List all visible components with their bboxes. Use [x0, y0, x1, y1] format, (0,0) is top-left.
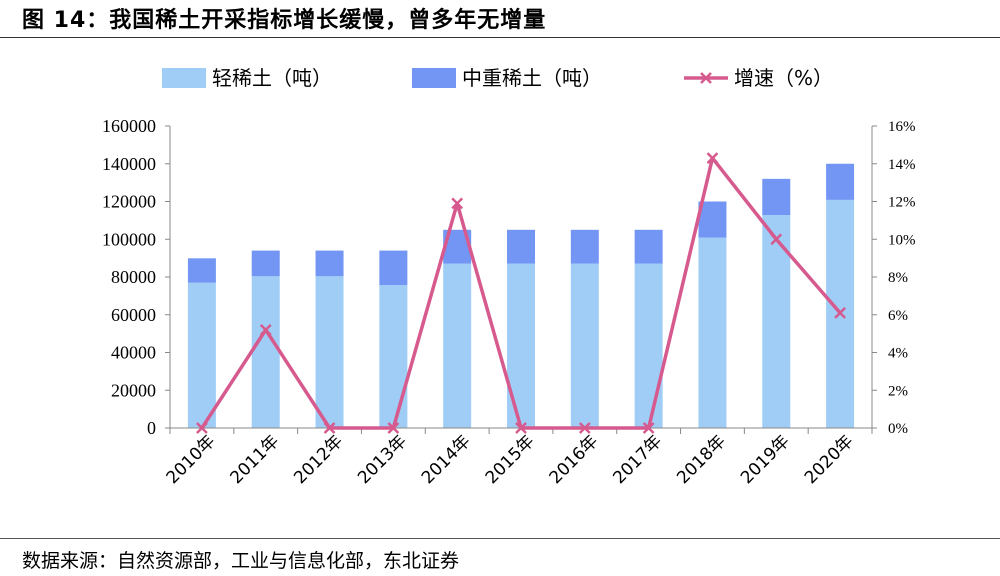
legend-swatch-heavy — [412, 68, 456, 88]
growth-marker-stroke-b — [196, 422, 208, 434]
y-tick-label-0: 0 — [147, 418, 156, 438]
legend-marker-growth-b — [700, 72, 712, 84]
bar-light-1 — [251, 276, 280, 428]
x-tick-label-4: 2014年 — [418, 431, 475, 488]
growth-marker-stroke-b — [259, 323, 272, 336]
bar-heavy-5 — [507, 229, 535, 264]
bar-heavy-7 — [634, 229, 663, 264]
growth-marker-3 — [387, 422, 400, 434]
x-tick-label-8: 2018年 — [673, 431, 730, 488]
bar-heavy-2 — [315, 250, 344, 277]
y-tick-label-2: 40000 — [111, 343, 156, 363]
growth-marker-stroke-b — [642, 422, 655, 434]
page-title: 图 14：我国稀土开采指标增长缓慢，曾多年无增量 — [22, 8, 547, 33]
legend-label-heavy: 中重稀土（吨） — [462, 66, 602, 90]
growth-marker-stroke-b — [323, 422, 336, 434]
legend-label-growth: 增速（%） — [734, 66, 833, 90]
x-tick-label-3: 2013年 — [354, 431, 411, 488]
bar-light-8 — [698, 237, 727, 428]
bar-light-7 — [634, 263, 663, 428]
y-tick-label-4: 80000 — [111, 267, 156, 287]
source-note: 数据来源：自然资源部，工业与信息化部，东北证券 — [22, 550, 460, 572]
bar-heavy-6 — [570, 229, 599, 264]
bar-heavy-0 — [187, 258, 216, 283]
y2-tick-label-2: 4% — [888, 346, 908, 362]
y2-tick-label-8: 16% — [888, 119, 916, 135]
bar-heavy-8 — [698, 201, 727, 238]
growth-marker-stroke-b — [515, 422, 527, 434]
bar-light-0 — [187, 282, 216, 428]
growth-marker-9 — [770, 233, 783, 246]
x-tick-label-6: 2016年 — [546, 431, 603, 488]
bar-light-6 — [570, 263, 599, 428]
y-tick-label-7: 140000 — [102, 154, 156, 174]
title-divider — [0, 37, 1000, 38]
bar-light-2 — [315, 276, 344, 428]
x-tick-label-9: 2019年 — [737, 431, 794, 488]
y2-tick-label-0: 0% — [888, 421, 908, 437]
growth-marker-stroke-b — [387, 422, 400, 434]
growth-marker-stroke-b — [834, 306, 846, 319]
growth-marker-0 — [196, 422, 208, 434]
y2-tick-label-1: 2% — [888, 383, 908, 399]
bar-light-5 — [507, 263, 535, 428]
x-tick-label-10: 2020年 — [801, 431, 858, 488]
x-tick-label-5: 2015年 — [482, 431, 539, 488]
y2-tick-label-5: 10% — [888, 232, 916, 248]
growth-marker-4 — [451, 197, 464, 210]
growth-marker-5 — [515, 422, 527, 434]
y2-tick-label-7: 14% — [888, 157, 916, 173]
source-divider — [0, 538, 1000, 539]
growth-marker-stroke-b — [706, 152, 719, 164]
growth-line — [196, 152, 846, 434]
y2-tick-label-4: 8% — [888, 270, 908, 286]
growth-marker-8 — [706, 152, 719, 164]
legend-swatch-light — [162, 68, 206, 88]
growth-marker-stroke-b — [770, 233, 783, 246]
growth-marker-1 — [259, 323, 272, 336]
y-tick-label-1: 20000 — [111, 380, 156, 400]
bar-heavy-9 — [762, 178, 791, 215]
bar-light-4 — [443, 263, 472, 428]
y2-tick-label-6: 12% — [888, 195, 916, 211]
legend: 轻稀土（吨） 中重稀土（吨） 增速（%） — [162, 66, 833, 90]
bar-heavy-1 — [251, 250, 280, 277]
legend-label-light: 轻稀土（吨） — [212, 66, 332, 90]
bar-light-9 — [762, 214, 791, 428]
growth-marker-stroke-b — [578, 422, 591, 434]
x-tick-label-1: 2011年 — [227, 431, 284, 488]
growth-marker-2 — [323, 422, 336, 434]
y-tick-label-8: 160000 — [102, 116, 156, 136]
x-tick-label-7: 2017年 — [609, 431, 666, 488]
y-tick-label-3: 60000 — [111, 305, 156, 325]
x-tick-label-2: 2012年 — [290, 431, 347, 488]
bar-heavy-3 — [379, 250, 408, 286]
bar-heavy-10 — [826, 163, 855, 200]
growth-marker-stroke-b — [451, 197, 464, 210]
bars — [187, 163, 855, 428]
chart: 轻稀土（吨） 中重稀土（吨） 增速（%） 0 20000 40000 60000 80000… — [102, 66, 916, 488]
growth-marker-10 — [834, 306, 846, 319]
growth-marker-7 — [642, 422, 655, 434]
growth-marker-6 — [578, 422, 591, 434]
y-tick-label-5: 100000 — [102, 229, 156, 249]
bar-light-3 — [379, 285, 408, 428]
y-tick-label-6: 120000 — [102, 192, 156, 212]
y2-tick-label-3: 6% — [888, 308, 908, 324]
x-tick-label-0: 2010年 — [163, 431, 220, 488]
